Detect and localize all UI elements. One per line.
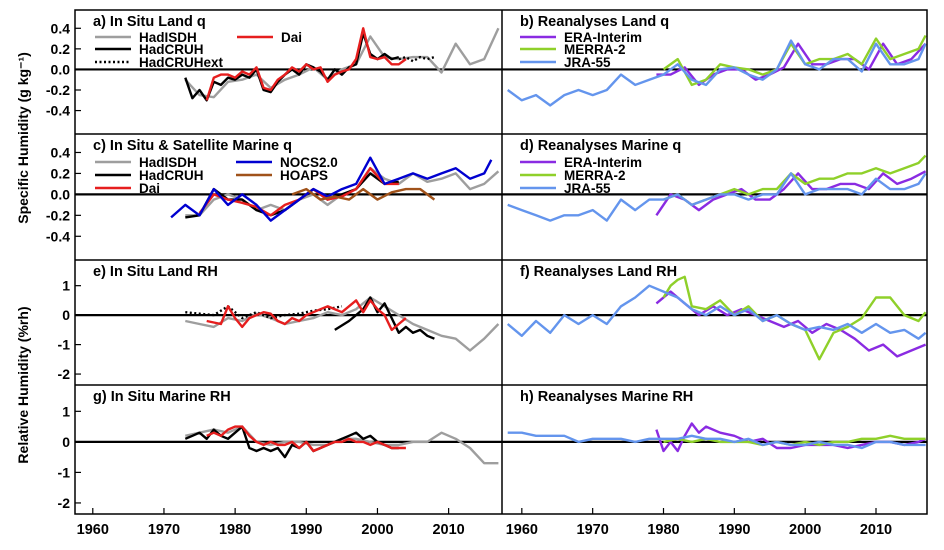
- y-tick-label: 1: [62, 403, 70, 419]
- y-tick-label: -1: [58, 464, 71, 480]
- y-tick-label: 0.4: [51, 144, 71, 160]
- panel-h: h) Reanalyses Marine RH: [502, 389, 927, 453]
- series-group: [184, 27, 500, 102]
- x-tick-label: 2010: [432, 522, 464, 538]
- legend-label: MERRA-2: [564, 42, 626, 57]
- panel-d: d) Reanalyses Marine qERA-InterimMERRA-2…: [502, 138, 927, 222]
- panel-b: b) Reanalyses Land qERA-InterimMERRA-2JR…: [502, 14, 927, 107]
- figure-frame: [74, 9, 928, 515]
- series-line-hadisdh: [184, 27, 500, 99]
- legend-label: HadISDH: [139, 155, 197, 170]
- legend-label: HadCRUH: [139, 42, 204, 57]
- legend-label: ERA-Interim: [564, 30, 642, 45]
- y-tick-label: 1: [62, 278, 70, 294]
- panel-title: d) Reanalyses Marine q: [520, 138, 681, 154]
- y-axis-label-specific-humidity: Specific Humidity (g kg⁻¹): [15, 52, 31, 224]
- y-axis-label-relative-humidity: Relative Humidity (%rh): [15, 306, 31, 463]
- legend-label: NOCS2.0: [280, 155, 338, 170]
- legend-label: JRA-55: [564, 181, 611, 196]
- series-line-jra-55: [506, 39, 927, 107]
- y-tick-label: 0.2: [51, 165, 71, 181]
- y-tick-label: -0.2: [46, 207, 70, 223]
- x-tick-label: 1960: [77, 522, 109, 538]
- panel-f: f) Reanalyses Land RH: [502, 264, 927, 361]
- series-group: [184, 425, 499, 465]
- panel-a: -0.4 -0.2 0.0 0.2 0.4 a) In Situ Land qHadISD…: [46, 14, 502, 119]
- series-group: [506, 34, 927, 107]
- x-tick-label: 2000: [789, 522, 821, 538]
- x-tick-label: 1970: [577, 522, 609, 538]
- series-line-nocs2-0: [170, 156, 493, 222]
- legend-label: ERA-Interim: [564, 155, 642, 170]
- panel-title: a) In Situ Land q: [93, 14, 206, 30]
- legend-label: HadISDH: [139, 30, 197, 45]
- x-tick-label: 1980: [219, 522, 251, 538]
- legend-label: Dai: [139, 181, 160, 196]
- panel-title: c) In Situ & Satellite Marine q: [93, 138, 292, 154]
- y-tick-label: -2: [58, 366, 71, 382]
- series-line-jra-55: [507, 431, 926, 450]
- panels: -0.4-0.20.00.20.4 a) In Situ Land qHadISD…: [46, 14, 927, 511]
- y-tick-label: 0.0: [51, 186, 71, 202]
- x-tick-label: 1990: [718, 522, 750, 538]
- x-tick-label: 2010: [860, 522, 892, 538]
- series-line-jra-55: [506, 284, 927, 340]
- series-group: [506, 275, 927, 361]
- panel-e: -2 -1 0 1 e) In Situ Land RH: [58, 264, 502, 382]
- panel-title: f) Reanalyses Land RH: [520, 264, 677, 280]
- legend-label: HOAPS: [280, 168, 328, 183]
- series-line-dai: [205, 27, 407, 101]
- x-tick-label: 2000: [361, 522, 393, 538]
- y-tick-label: -0.2: [46, 82, 70, 98]
- legend-label: HadCRUHext: [139, 55, 224, 70]
- legend-label: Dai: [281, 30, 302, 45]
- series-line-dai: [206, 299, 407, 332]
- series-group: [507, 154, 927, 222]
- y-tick-label: 0: [62, 434, 70, 450]
- x-tick-label: 1970: [148, 522, 180, 538]
- series-line-era-interim: [655, 170, 927, 216]
- panel-title: h) Reanalyses Marine RH: [520, 389, 693, 405]
- y-tick-label: -0.4: [46, 103, 70, 119]
- y-tick-label: 0.4: [51, 20, 71, 36]
- y-tick-label: 0: [62, 307, 70, 323]
- y-tick-label: -2: [58, 495, 71, 511]
- series-line-hadcruh: [334, 296, 435, 340]
- x-axis: 1960 1970 1980 1990 2000 2010 1960 1970 1980 1990…: [77, 508, 892, 538]
- x-tick-label: 1990: [290, 522, 322, 538]
- series-line-dai: [206, 425, 406, 453]
- series-line-jra-55: [507, 172, 927, 222]
- legend-label: HadCRUH: [139, 168, 204, 183]
- series-line-hadcruhext: [398, 55, 435, 63]
- plot-border: [74, 9, 928, 515]
- series-line-hoaps: [291, 187, 436, 201]
- series-group: [507, 422, 927, 453]
- y-tick-label: 0.0: [51, 61, 71, 77]
- panel-title: e) In Situ Land RH: [93, 264, 218, 280]
- legend-label: JRA-55: [564, 55, 611, 70]
- panel-title: b) Reanalyses Land q: [520, 14, 669, 30]
- x-tick-label: 1980: [647, 522, 679, 538]
- y-tick-label: -0.4: [46, 228, 70, 244]
- y-tick-label: 0.2: [51, 41, 71, 57]
- panel-c: -0.4 -0.2 0.0 0.2 0.4 c) In Situ & Satellite …: [46, 138, 502, 244]
- panel-g: -2 -1 0 1 g) In Situ Marine RH: [58, 389, 502, 511]
- series-group: [185, 296, 500, 352]
- x-tick-label: 1960: [506, 522, 538, 538]
- y-tick-label: -1: [58, 337, 71, 353]
- series-group: [170, 156, 500, 222]
- legend-label: MERRA-2: [564, 168, 626, 183]
- panel-title: g) In Situ Marine RH: [93, 389, 231, 405]
